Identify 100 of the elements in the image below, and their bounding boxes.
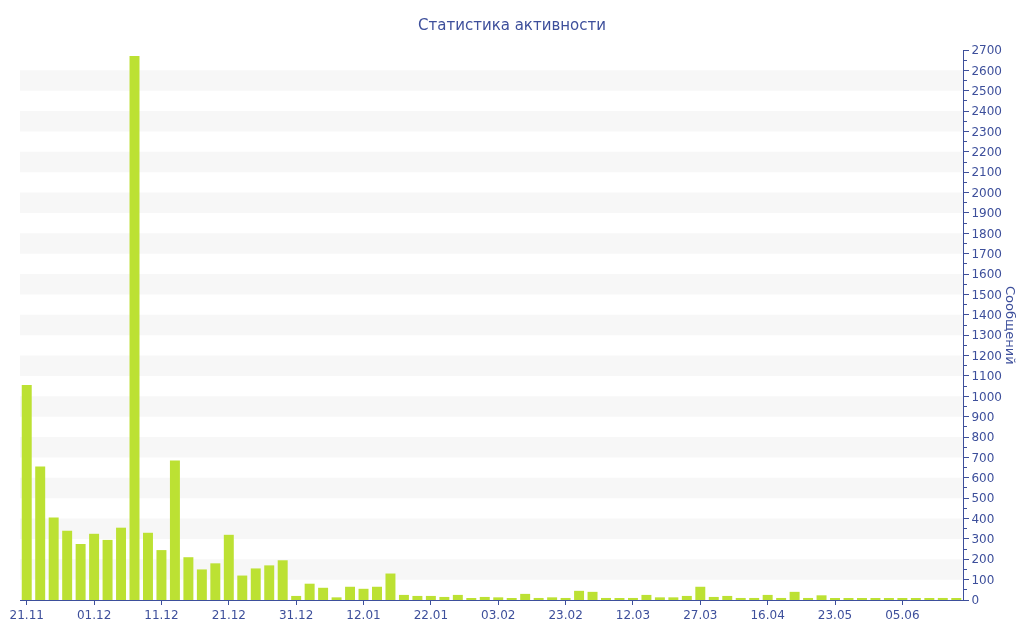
bar xyxy=(398,594,409,600)
y-tick-label: 1600 xyxy=(971,267,1002,282)
bar xyxy=(493,597,504,600)
y-tick-label: 2700 xyxy=(971,43,1002,58)
y-tick-label: 1000 xyxy=(971,389,1002,404)
bar xyxy=(169,460,180,600)
y-tick-label: 500 xyxy=(971,491,995,506)
bar xyxy=(681,595,692,600)
x-tick-label: 21.11 xyxy=(9,608,44,623)
x-tick-label: 16.04 xyxy=(750,608,785,623)
y-tick-label: 2000 xyxy=(971,185,1002,200)
y-tick-label: 2100 xyxy=(971,165,1002,180)
bar xyxy=(803,597,814,600)
y-tick-label: 2300 xyxy=(971,124,1002,139)
y-tick-label: 2200 xyxy=(971,145,1002,160)
bar xyxy=(250,568,261,600)
bar xyxy=(776,597,787,600)
x-tick-label: 11.12 xyxy=(144,608,179,623)
bar xyxy=(358,588,369,600)
bar xyxy=(722,595,733,600)
y-tick-label: 700 xyxy=(971,450,995,465)
bar xyxy=(574,590,585,600)
y-tick-label: 1900 xyxy=(971,206,1002,221)
bar xyxy=(816,595,827,600)
bar xyxy=(318,587,329,600)
bar xyxy=(223,534,234,600)
x-tick-label: 23.02 xyxy=(548,608,583,623)
chart-title: Статистика активности xyxy=(418,15,606,34)
bar xyxy=(695,586,706,600)
x-tick-label: 22.01 xyxy=(413,608,449,623)
y-tick-label: 1400 xyxy=(971,308,1002,323)
y-tick-label: 900 xyxy=(971,409,995,424)
bar xyxy=(35,466,46,600)
x-tick-label: 31.12 xyxy=(278,608,314,623)
bar xyxy=(102,539,113,600)
bar xyxy=(345,586,356,600)
y-tick-label: 800 xyxy=(971,430,995,445)
bar xyxy=(304,583,315,600)
y-tick-label: 0 xyxy=(971,593,980,608)
bar xyxy=(183,557,194,600)
x-tick-label: 05.06 xyxy=(885,608,920,623)
x-tick-label: 23.05 xyxy=(817,608,853,623)
y-tick-label: 100 xyxy=(971,572,995,587)
bar xyxy=(452,594,463,600)
y-tick-label: 1300 xyxy=(971,328,1002,343)
bar xyxy=(560,597,571,600)
y-tick-label: 1800 xyxy=(971,226,1002,241)
bar xyxy=(654,597,665,600)
y-tick-label: 1200 xyxy=(971,348,1002,363)
bar xyxy=(210,563,221,600)
bar xyxy=(520,593,531,600)
bar xyxy=(89,533,100,600)
bar xyxy=(277,560,288,600)
y-tick-label: 300 xyxy=(971,532,995,547)
bar xyxy=(533,597,544,600)
y-tick-label: 400 xyxy=(971,511,995,526)
x-tick-label: 01.12 xyxy=(76,608,112,623)
bar xyxy=(762,594,773,600)
x-tick-label: 21.12 xyxy=(211,608,246,623)
bar xyxy=(412,595,423,600)
y-tick-label: 1700 xyxy=(971,246,1002,261)
bar xyxy=(237,575,248,600)
y-tick-label: 200 xyxy=(971,552,995,567)
y-tick-label: 1100 xyxy=(971,369,1002,384)
bar xyxy=(708,596,719,600)
bar xyxy=(75,543,86,600)
bar xyxy=(385,573,396,600)
bar xyxy=(547,597,558,600)
x-tick-label: 03.02 xyxy=(481,608,516,623)
bar xyxy=(116,527,127,600)
bar xyxy=(291,595,302,600)
bar xyxy=(627,597,638,600)
y-axis-title: Сообщений xyxy=(1003,286,1018,365)
bar xyxy=(735,597,746,600)
bar xyxy=(439,596,450,600)
y-tick-label: 2600 xyxy=(971,63,1002,78)
bar xyxy=(789,591,800,600)
bar xyxy=(142,532,153,600)
y-tick-label: 2400 xyxy=(971,104,1002,119)
x-tick-label: 12.03 xyxy=(615,608,651,623)
bar xyxy=(331,597,342,600)
bar xyxy=(372,586,382,600)
bar xyxy=(641,594,652,600)
bar xyxy=(937,597,948,600)
bar xyxy=(668,597,679,600)
bar xyxy=(425,595,436,600)
y-tick-label: 1500 xyxy=(971,287,1002,302)
y-tick-label: 600 xyxy=(971,470,995,485)
bar xyxy=(749,597,760,600)
bar xyxy=(479,596,490,600)
bar xyxy=(48,517,59,600)
bar xyxy=(587,591,598,600)
bar xyxy=(196,569,207,600)
x-tick-label: 12.01 xyxy=(346,608,381,623)
bar xyxy=(62,530,73,600)
bar xyxy=(264,565,275,600)
bar xyxy=(129,56,140,600)
bar xyxy=(601,597,611,600)
bar xyxy=(156,550,167,600)
x-tick-label: 27.03 xyxy=(683,608,718,623)
